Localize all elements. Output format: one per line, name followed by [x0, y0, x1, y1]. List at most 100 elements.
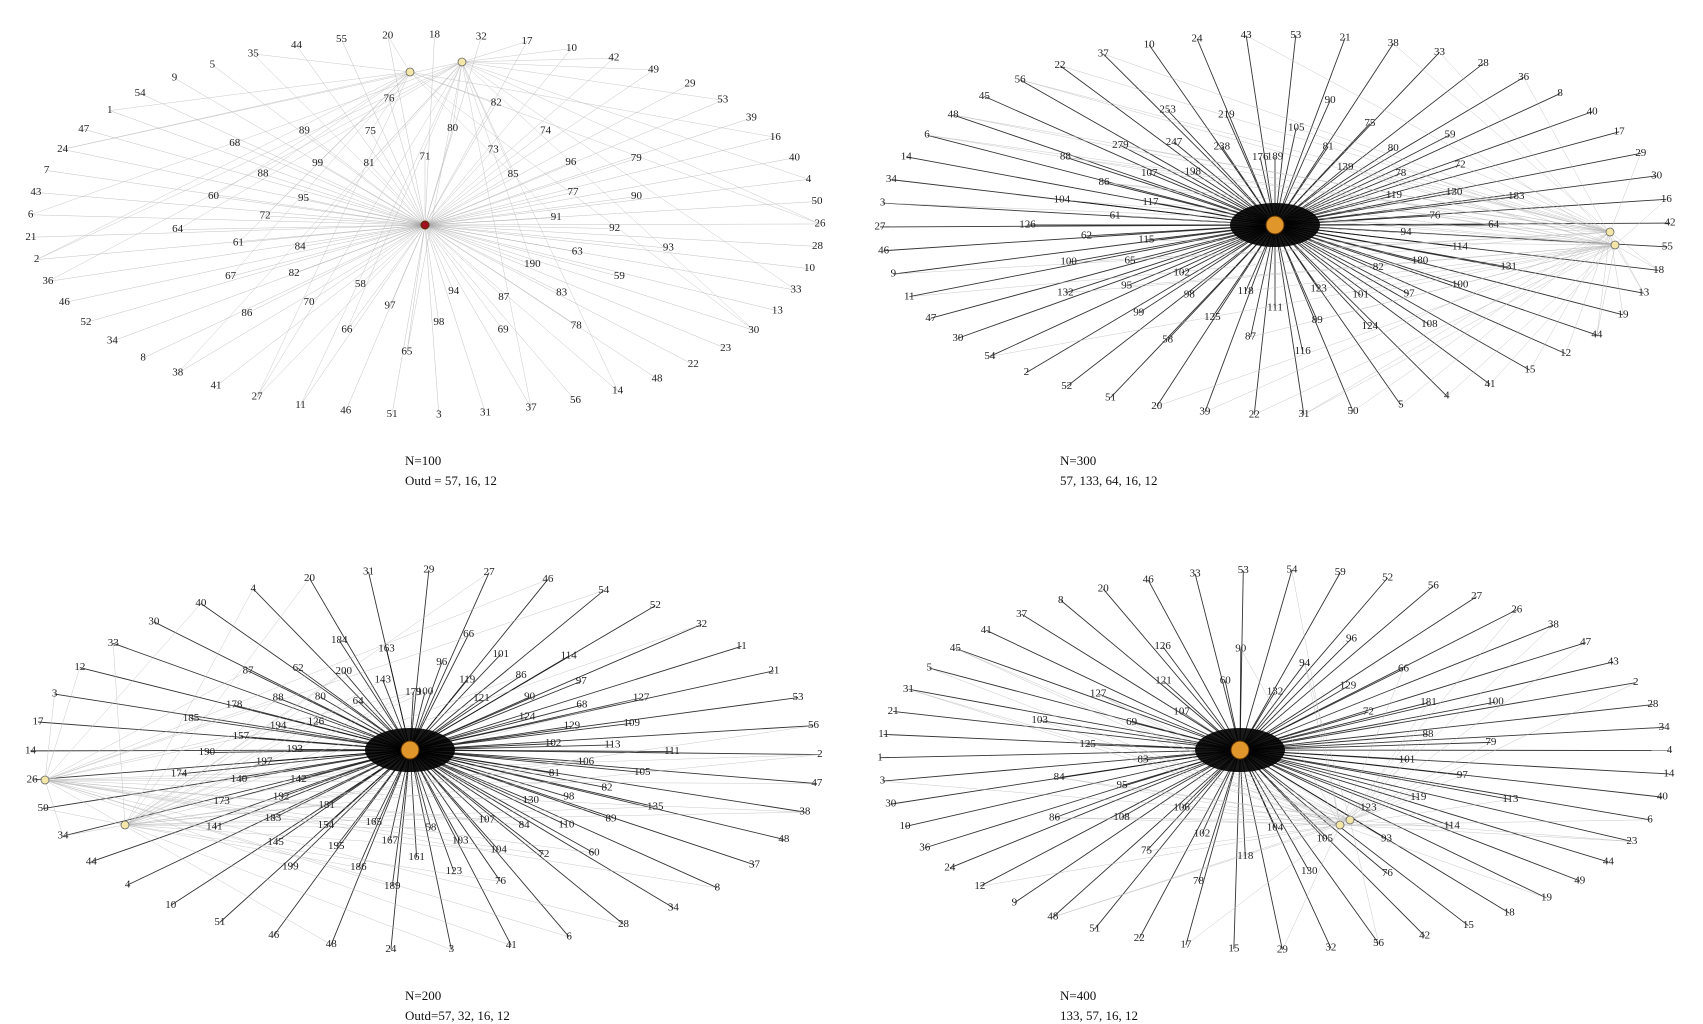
- node-label: 179: [405, 686, 422, 698]
- edge: [1614, 199, 1667, 246]
- node-label: 31: [363, 565, 374, 577]
- node-label: 81: [363, 157, 374, 169]
- node-label: 34: [58, 830, 70, 842]
- edge: [1304, 663, 1351, 821]
- node-label: 1: [107, 104, 113, 116]
- edge: [424, 35, 435, 226]
- node-label: 21: [768, 664, 779, 676]
- edge: [409, 749, 624, 925]
- edge: [300, 224, 426, 406]
- node-label: 139: [1337, 161, 1354, 173]
- node-label: 157: [233, 730, 250, 742]
- edge: [256, 71, 411, 398]
- node-label: 100: [417, 686, 434, 698]
- edge: [142, 224, 426, 359]
- edge: [390, 749, 411, 950]
- edge: [424, 224, 504, 298]
- node: [40, 775, 50, 785]
- node-label: 34: [886, 173, 898, 185]
- node-label: 97: [1404, 288, 1416, 300]
- edge: [424, 224, 669, 249]
- node-label: 15: [1228, 942, 1240, 954]
- edge: [955, 648, 1341, 826]
- edge: [303, 198, 426, 226]
- edge: [461, 57, 614, 63]
- edge: [1239, 642, 1586, 751]
- node-label: 145: [267, 836, 284, 848]
- node-label: 178: [226, 699, 243, 711]
- node-label: 48: [778, 833, 790, 845]
- edge: [409, 71, 754, 331]
- edge: [1274, 224, 1566, 355]
- edge: [1489, 244, 1616, 385]
- edge: [1196, 38, 1276, 226]
- node-label: 97: [576, 675, 588, 687]
- edge: [909, 231, 1611, 297]
- node-label: 26: [27, 773, 39, 785]
- edge: [46, 170, 426, 226]
- node-label: 22: [1054, 59, 1065, 71]
- edge: [1068, 231, 1611, 263]
- edge: [409, 71, 557, 218]
- node-label: 18: [429, 29, 441, 41]
- edge: [1523, 77, 1616, 246]
- node-label: 4: [806, 173, 812, 185]
- node-label: 143: [375, 674, 392, 686]
- edge: [1148, 44, 1276, 226]
- edge: [124, 572, 490, 826]
- node-label: 127: [1090, 687, 1107, 699]
- edge: [409, 749, 718, 889]
- edge: [1449, 134, 1616, 246]
- edge: [127, 749, 411, 886]
- edge: [44, 779, 718, 888]
- node-label: 24: [57, 143, 69, 155]
- node-label: 88: [1423, 728, 1435, 740]
- node-label: 130: [523, 794, 540, 806]
- edge: [461, 61, 532, 409]
- edge: [230, 224, 426, 277]
- edge: [452, 61, 463, 129]
- node-label: 190: [199, 746, 216, 758]
- node-label: 87: [1245, 330, 1257, 342]
- node-label: 34: [1659, 721, 1671, 733]
- edge: [409, 697, 799, 751]
- node-label: 65: [1125, 254, 1137, 266]
- node-label: 82: [491, 96, 502, 108]
- node-label: 14: [1663, 768, 1675, 780]
- edge: [1239, 749, 1511, 800]
- node-label: 50: [1347, 405, 1359, 417]
- caption: 133, 57, 16, 12: [1060, 1008, 1138, 1023]
- edge: [44, 779, 393, 887]
- edge: [1054, 817, 1341, 826]
- node-label: 9: [172, 72, 178, 84]
- edge: [424, 224, 778, 312]
- edge: [883, 733, 1241, 751]
- node-label: 31: [903, 683, 914, 695]
- node-label: 107: [478, 814, 495, 826]
- caption: N=400: [1060, 988, 1096, 1003]
- edge: [952, 114, 1276, 226]
- node-label: 66: [1398, 662, 1410, 674]
- node-label: 1: [877, 751, 883, 763]
- node-label: 37: [749, 858, 761, 870]
- node-label: 104: [490, 844, 507, 856]
- hub-node: [420, 220, 430, 230]
- node-label: 86: [241, 307, 253, 319]
- node-label: 125: [1204, 311, 1221, 323]
- edge: [35, 192, 426, 226]
- node-label: 100: [1452, 278, 1469, 290]
- node-label: 76: [1429, 209, 1441, 221]
- node-label: 56: [570, 394, 582, 406]
- node-label: 5: [927, 662, 933, 674]
- hub-node: [400, 740, 420, 760]
- node: [457, 57, 467, 67]
- caption: N=300: [1060, 453, 1096, 468]
- edge: [461, 61, 821, 225]
- node-label: 29: [685, 78, 697, 90]
- edge: [43, 749, 411, 810]
- node-label: 94: [448, 285, 460, 297]
- node-label: 16: [770, 131, 782, 143]
- node-label: 60: [208, 190, 220, 202]
- edge: [62, 749, 411, 837]
- node-label: 46: [340, 405, 352, 417]
